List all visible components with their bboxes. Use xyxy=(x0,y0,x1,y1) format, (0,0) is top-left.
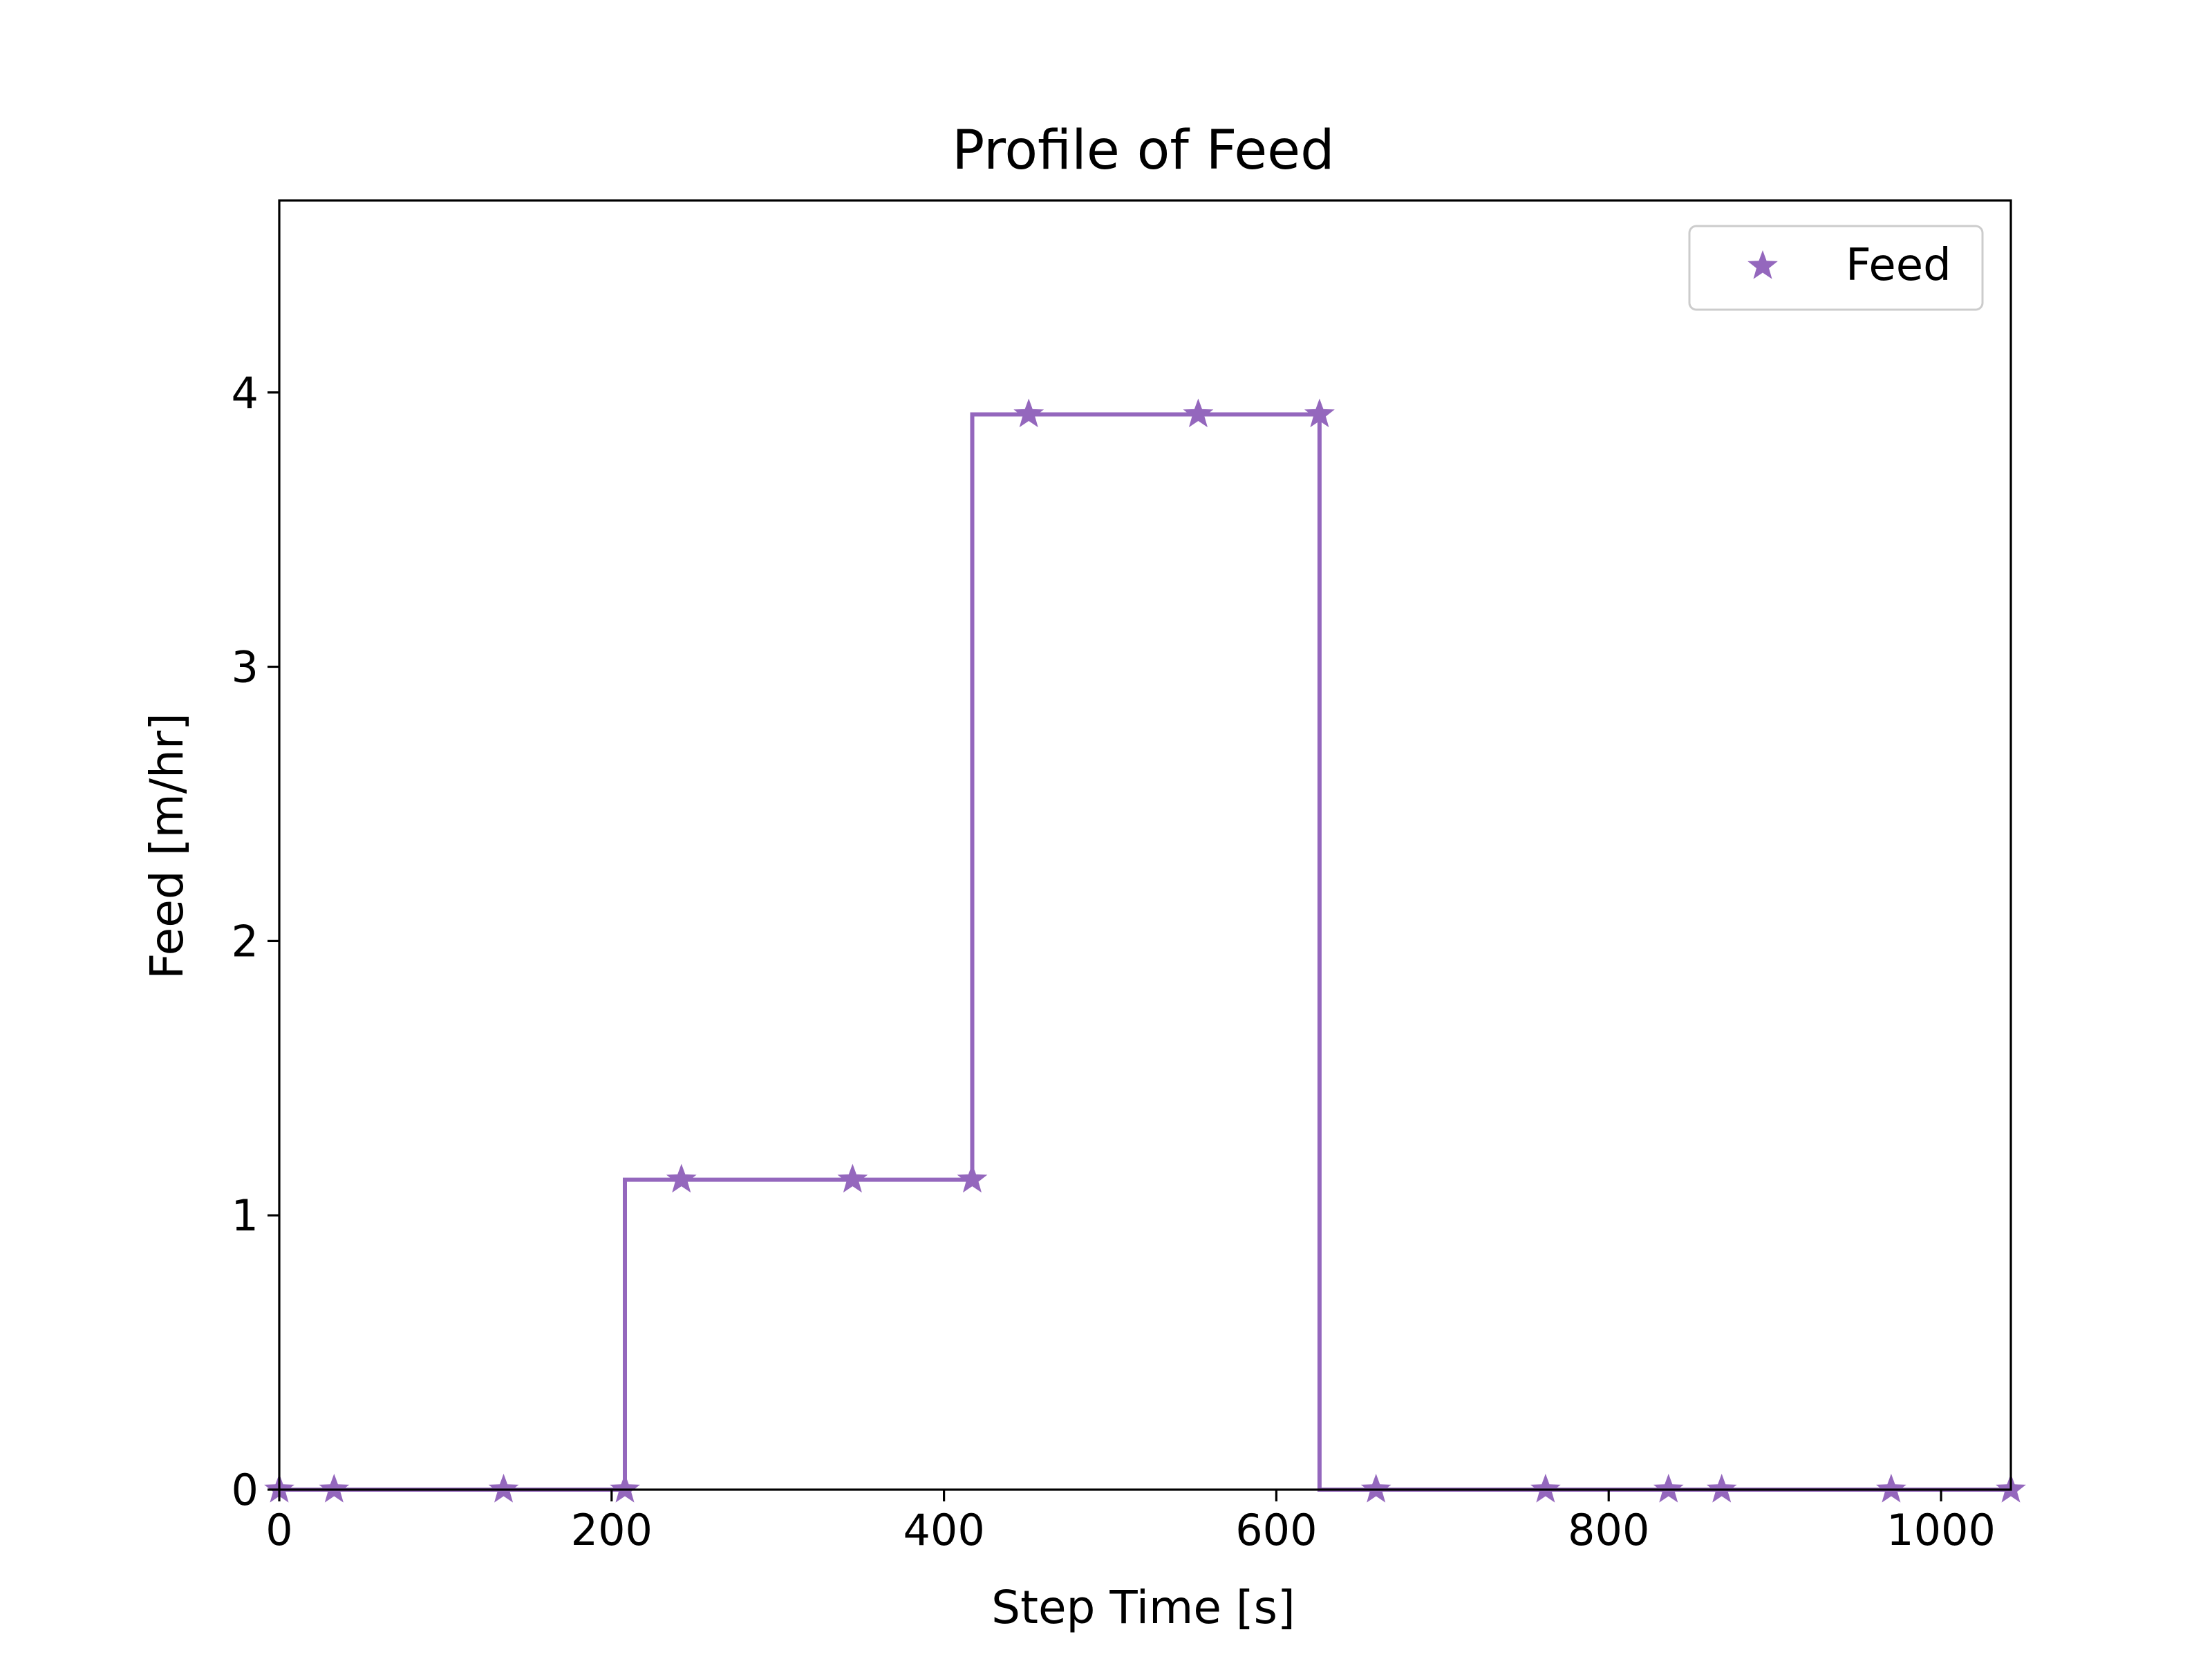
legend-entry-label: Feed xyxy=(1846,240,1951,291)
data-point-star xyxy=(1876,1474,1906,1503)
y-tick-label: 3 xyxy=(232,642,259,693)
data-point-star xyxy=(488,1474,519,1503)
y-tick-label: 0 xyxy=(232,1465,259,1515)
y-axis-label: Feed [m/hr] xyxy=(140,713,194,979)
x-tick-label: 1000 xyxy=(1886,1505,1996,1555)
legend-marker-star-icon xyxy=(1747,250,1778,279)
series-line-feed xyxy=(279,412,2011,1492)
x-tick-label: 600 xyxy=(1235,1505,1317,1555)
y-tick-label: 2 xyxy=(232,916,259,966)
data-point-star xyxy=(319,1474,350,1503)
y-axis: 0 1 2 3 4 xyxy=(232,368,279,1515)
data-point-star xyxy=(1653,1474,1684,1503)
x-tick-label: 200 xyxy=(571,1505,653,1555)
data-point-star xyxy=(1183,398,1214,428)
plot-background xyxy=(279,200,2011,1490)
x-axis-label: Step Time [s] xyxy=(991,1581,1295,1634)
data-point-star xyxy=(1304,398,1335,428)
plot-frame xyxy=(278,199,2012,1491)
data-point-star xyxy=(1013,398,1044,428)
data-point-star xyxy=(837,1163,868,1193)
data-point-star xyxy=(1530,1474,1561,1503)
data-point-star xyxy=(1706,1474,1737,1503)
chart-title: Profile of Feed xyxy=(952,120,1334,182)
x-tick-label: 0 xyxy=(265,1505,292,1555)
data-point-star xyxy=(610,1474,640,1503)
legend: Feed xyxy=(1688,225,1984,311)
x-tick-label: 800 xyxy=(1568,1505,1649,1555)
x-axis: 0 200 400 600 800 1000 xyxy=(265,1490,1996,1555)
plot-area xyxy=(264,199,2026,1503)
y-tick-label: 1 xyxy=(232,1190,259,1241)
y-tick-label: 4 xyxy=(232,368,259,418)
data-point-star xyxy=(666,1163,697,1193)
x-tick-label: 400 xyxy=(903,1505,984,1555)
legend-box xyxy=(1688,225,1984,311)
data-point-star xyxy=(1360,1474,1391,1503)
data-point-star xyxy=(957,1163,988,1193)
